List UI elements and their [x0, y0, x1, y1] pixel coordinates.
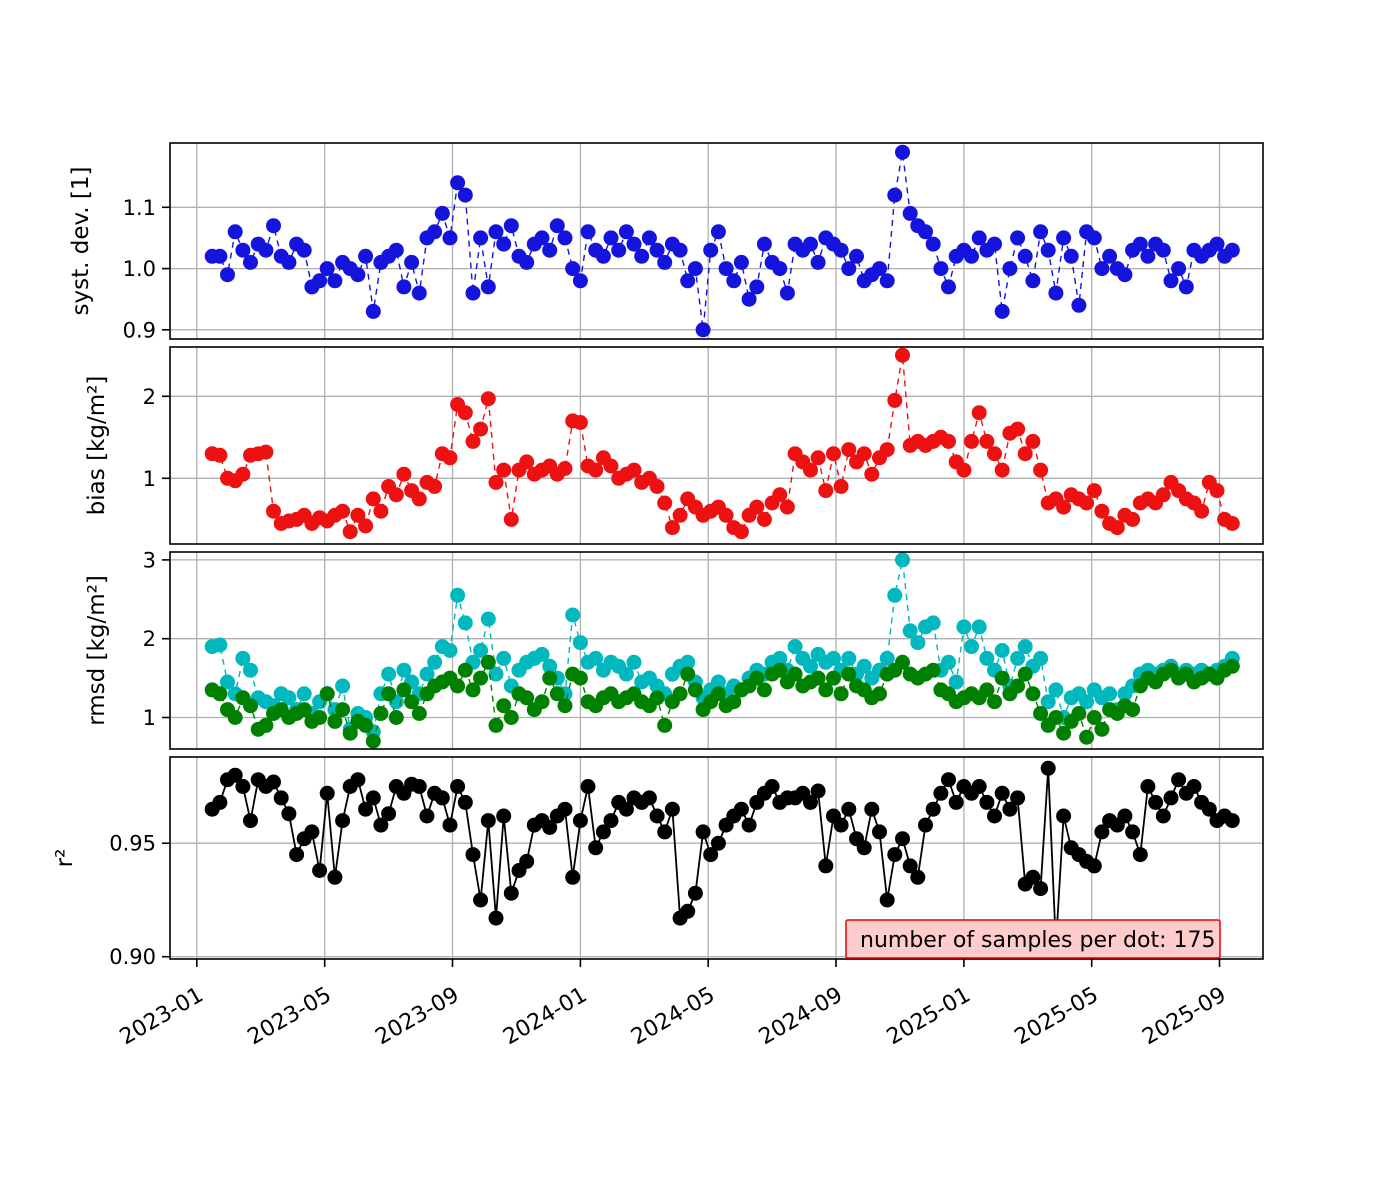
ytick-label: 2 [143, 385, 156, 409]
annotation-text: number of samples per dot: 175 [860, 928, 1215, 953]
xtick-label: 2025-05 [1011, 983, 1103, 1051]
panel-2-data [204, 552, 1240, 749]
ytick-label: 1 [143, 706, 156, 730]
xtick-label: 2025-01 [883, 983, 975, 1051]
xtick-label: 2023-01 [116, 983, 208, 1051]
panel-0-data [204, 144, 1240, 338]
ytick-label: 0.95 [109, 832, 156, 856]
xtick-label: 2024-05 [627, 983, 719, 1051]
xtick-label: 2023-09 [371, 983, 463, 1051]
ytick-label: 1.0 [123, 257, 156, 281]
ytick-label: 3 [143, 548, 156, 572]
panel-0: 0.9 1.0 1.1 syst. dev. [1] [68, 142, 1264, 342]
xtick-label: 2024-09 [755, 983, 847, 1051]
xtick-label: 2024-01 [499, 983, 591, 1051]
xtick-label: 2025-09 [1138, 983, 1230, 1051]
samples-annotation: number of samples per dot: 175 [845, 919, 1221, 959]
annotation-box [845, 919, 1221, 959]
panel-3-data [204, 760, 1240, 953]
ylabel-panel-2: rmsd [kg/m²] [84, 575, 110, 726]
ylabel-panel-0: syst. dev. [1] [68, 167, 94, 316]
ytick-label: 2 [143, 627, 156, 651]
ytick-label: 0.9 [123, 318, 156, 342]
ytick-label: 1 [143, 467, 156, 491]
ylabel-panel-1: bias [kg/m²] [84, 376, 110, 516]
ytick-label: 1.1 [123, 196, 156, 220]
panel-1: 1 2 bias [kg/m²] [84, 346, 1264, 545]
xtick-label: 2023-05 [244, 983, 336, 1051]
panel-3: 0.90 0.95 r² [52, 756, 1264, 969]
ylabel-panel-3: r² [52, 849, 78, 868]
panel-1-data [204, 347, 1240, 540]
ytick-label: 0.90 [109, 945, 156, 969]
panel-2: 1 2 3 rmsd [kg/m²] [84, 548, 1264, 750]
